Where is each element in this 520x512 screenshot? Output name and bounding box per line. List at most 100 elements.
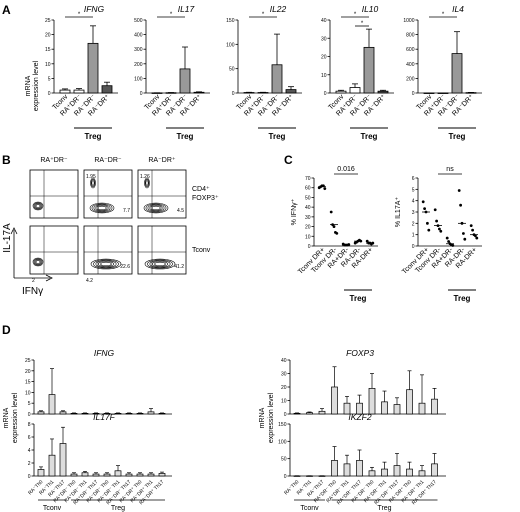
bar-11 xyxy=(158,413,166,415)
data-point xyxy=(423,207,426,211)
bar-6 xyxy=(368,388,376,415)
quadrant-value: 1.95 xyxy=(86,174,96,180)
bar-4 xyxy=(343,402,351,415)
panel-label-a: A xyxy=(2,3,11,17)
panel-a-subplot-il17: IL170100200300400500TconvRA⁺DR⁻RA⁻DR⁻RA⁻… xyxy=(134,4,210,141)
bar-0 xyxy=(293,475,301,477)
density-contour xyxy=(143,202,169,214)
sig-star: * xyxy=(354,12,357,18)
panel-c-y-tick-label: 40 xyxy=(305,205,311,211)
panel-a-y-tick-label: 50 xyxy=(229,67,235,73)
density-contour xyxy=(34,259,42,265)
panel-b-row-label: CD4⁺ xyxy=(192,186,210,193)
data-point xyxy=(462,232,465,235)
panel-d-y-tick-label: 20 xyxy=(281,385,287,391)
annotation-label: 0.016 xyxy=(337,166,355,173)
panel-d-right: mRNA expression level FOXP3 0 10 20 30 40 IKZF2 0… xyxy=(259,348,446,512)
bar-10 xyxy=(147,473,155,477)
panel-d-subplot-ikzf2: IKZF2 0 50 100 150 xyxy=(278,412,446,480)
bar-3 xyxy=(193,91,205,94)
panel-c-y-tick-label: 4 xyxy=(412,199,415,205)
panel-a-y-tick-label: 0 xyxy=(412,91,415,97)
density-contour xyxy=(145,180,149,186)
panel-d-ylabel-line2: expression level xyxy=(268,392,275,443)
data-point xyxy=(427,228,431,232)
panel-d-subplot-ifng: IFNG 0 5 10 15 20 25 xyxy=(25,348,172,418)
bar-6 xyxy=(368,470,376,477)
panel-b-column-title: RA⁻DR⁺ xyxy=(148,157,176,164)
density-contour xyxy=(151,205,161,211)
panel-c-y-tick-label: 2 xyxy=(412,221,415,227)
panel-d-y-tick-label: 20 xyxy=(25,369,31,375)
quadrant-value: 7.7 xyxy=(123,208,130,214)
annotation-label: ns xyxy=(446,166,454,173)
bar-0 xyxy=(151,92,163,94)
panel-label-d: D xyxy=(2,323,11,337)
density-contour xyxy=(147,204,165,212)
bar-1 xyxy=(165,92,177,94)
quadrant-value: 41.2 xyxy=(174,264,184,270)
panel-c-ylabel: % IFNγ⁺ xyxy=(291,198,298,225)
bar-2 xyxy=(318,475,326,477)
data-point xyxy=(471,228,474,232)
panel-a-ylabel-line2: expression level xyxy=(33,60,40,111)
panel-a-y-tick-label: 400 xyxy=(406,62,415,68)
panel-a-y-tick-label: 0 xyxy=(324,91,327,97)
panel-a-y-tick-label: 600 xyxy=(406,47,415,53)
panel-d-y-tick-label: 40 xyxy=(281,358,287,364)
data-point xyxy=(469,224,473,228)
bar-3 xyxy=(285,89,297,94)
panel-a-y-tick-label: 200 xyxy=(134,62,143,68)
panel-d-gene-title: IFNG xyxy=(94,348,115,358)
sig-star: * xyxy=(78,12,81,18)
density-contour xyxy=(91,180,95,186)
panel-b-plot-r0-c2: 1.26 4.5 xyxy=(137,169,187,219)
panel-d-y-tick-label: 6 xyxy=(28,435,31,441)
density-contour xyxy=(145,203,167,213)
panel-a-y-tick-label: 100 xyxy=(226,42,235,48)
panel-a-gene-title: IL22 xyxy=(270,4,287,14)
panel-a-y-tick-label: 40 xyxy=(321,18,327,24)
panel-b-plot-r0-c0 xyxy=(29,169,79,219)
bar-2 xyxy=(451,53,463,94)
panel-a-y-tick-label: 10 xyxy=(45,62,51,68)
bar-7 xyxy=(114,470,122,477)
panel-a-y-tick-label: 400 xyxy=(134,33,143,39)
panel-c-y-tick-label: 10 xyxy=(305,234,311,240)
density-contour xyxy=(90,179,96,187)
density-contour xyxy=(149,260,171,268)
panel-d-y-tick-label: 0 xyxy=(28,474,31,480)
treg-group-label: Treg xyxy=(454,294,471,303)
bar-3 xyxy=(377,90,389,94)
data-point xyxy=(439,229,443,233)
panel-d-y-tick-label: 150 xyxy=(278,422,287,428)
data-point xyxy=(438,227,441,231)
bar-10 xyxy=(418,470,426,477)
panel-d-y-tick-label: 50 xyxy=(281,457,287,463)
panel-d-y-tick-label: 8 xyxy=(28,422,31,428)
panel-a-y-tick-label: 20 xyxy=(45,33,51,39)
panel-b-plot-r1-c0: 2 xyxy=(29,225,79,284)
group-label: Treg xyxy=(111,505,125,512)
data-point xyxy=(451,244,455,247)
panel-a-y-tick-label: 0 xyxy=(48,91,51,97)
panel-d-y-tick-label: 25 xyxy=(25,358,31,364)
bar-6 xyxy=(103,473,111,477)
bar-1 xyxy=(306,475,313,477)
bar-2 xyxy=(59,443,67,477)
sig-star: * xyxy=(442,12,445,18)
bar-0 xyxy=(243,92,255,94)
treg-group-label: Treg xyxy=(361,132,378,141)
panel-d-gene-title: IL17F xyxy=(93,412,116,422)
sig-star: * xyxy=(170,12,173,18)
panel-d-y-tick-label: 30 xyxy=(281,372,287,378)
bar-9 xyxy=(406,389,413,415)
panel-b: RA⁺DR⁻ RA⁻DR⁻ RA⁻DR⁺ CD4⁺ FOXP3⁺ Tconv 1.95 7.7… xyxy=(2,157,219,297)
panel-d-subplot-il17f: IL17F 0 2 4 6 8 xyxy=(28,412,172,480)
density-contour xyxy=(90,177,96,189)
data-point xyxy=(426,221,429,225)
panel-c-y-tick-label: 0 xyxy=(412,244,415,250)
